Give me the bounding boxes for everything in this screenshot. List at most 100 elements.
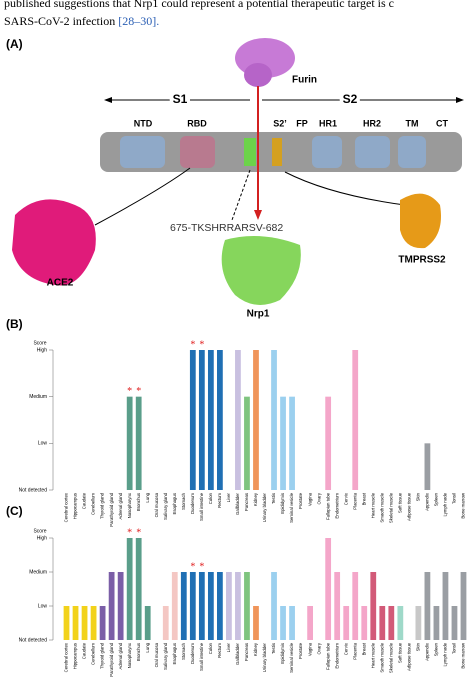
body-text: SARS-CoV-2 infection xyxy=(4,14,115,28)
bar xyxy=(271,350,277,490)
bar xyxy=(397,606,404,640)
domain-label: CT xyxy=(436,118,448,128)
charts: (B) Score Not detected Low Medium High Cerebra… xyxy=(6,317,467,677)
bar xyxy=(207,350,214,490)
bar xyxy=(433,606,440,640)
bar xyxy=(135,396,142,490)
x-tick-label: Lung xyxy=(145,642,150,652)
x-tick-label: Oral mucosa xyxy=(154,642,159,667)
tmprss2-structure xyxy=(400,193,441,249)
y-tick-label: Not detected xyxy=(19,637,48,643)
nrp1-structure xyxy=(221,236,301,305)
bar xyxy=(280,396,286,490)
bar xyxy=(334,572,341,640)
x-tick-label: Urinary bladder xyxy=(262,492,267,522)
x-tick-label: Pancreas xyxy=(244,643,249,661)
bar xyxy=(280,606,286,640)
tm xyxy=(398,136,426,168)
x-tick-label: Cerebellum xyxy=(91,493,96,515)
sequence: 675-TKSHRRARSV-682 xyxy=(170,222,283,234)
y-tick-label: Low xyxy=(38,603,48,609)
bar xyxy=(271,572,277,640)
bar xyxy=(370,572,377,640)
x-tick-label: Skin xyxy=(416,642,421,651)
x-tick-label: Cerebral cortex xyxy=(64,642,69,672)
x-tick-label: Adrenal gland xyxy=(118,492,123,519)
x-tick-label: Gallbladder xyxy=(235,642,240,665)
x-tick-label: Parathyroid gland xyxy=(109,492,114,526)
x-tick-label: Soft tissue xyxy=(397,642,402,663)
x-tick-label: Liver xyxy=(226,642,231,652)
domain-label: S1 xyxy=(173,92,188,106)
bar xyxy=(126,396,133,490)
x-tick-label: Bronchus xyxy=(136,493,141,511)
x-tick-label: Nasopharynx xyxy=(127,642,132,668)
bar xyxy=(289,396,295,490)
bar xyxy=(198,350,205,490)
x-tick-label: Breast xyxy=(361,642,366,655)
x-tick-label: Cerebral cortex xyxy=(64,492,69,522)
panel-label: (A) xyxy=(6,37,23,51)
x-tick-label: Tonsil xyxy=(452,493,457,504)
x-tick-label: Tonsil xyxy=(452,643,457,654)
domain-label: RBD xyxy=(187,118,207,128)
x-tick-label: Thyroid gland xyxy=(100,642,105,669)
ntd xyxy=(120,136,165,168)
x-tick-label: Appendix xyxy=(425,642,430,661)
x-tick-label: Vagina xyxy=(307,642,312,656)
x-tick-label: Bronchus xyxy=(136,643,141,661)
y-tick-label: Medium xyxy=(29,394,47,400)
bar xyxy=(72,606,79,640)
bar xyxy=(217,350,223,490)
y-axis-title: Score xyxy=(33,528,46,534)
x-tick-label: Endometrium xyxy=(334,493,339,519)
x-tick-label: Colon xyxy=(208,492,213,504)
bar xyxy=(343,606,350,640)
x-tick-label: Ovary xyxy=(316,642,321,654)
y-tick-label: Not detected xyxy=(19,487,48,493)
x-tick-label: Bone marrow xyxy=(461,642,466,668)
x-tick-label: Endometrium xyxy=(334,643,339,669)
bar xyxy=(460,572,467,640)
x-tick-label: Caudate xyxy=(82,642,87,659)
domain-label: S2’ xyxy=(273,118,287,128)
x-tick-label: Adrenal gland xyxy=(118,642,123,669)
bar xyxy=(361,606,368,640)
domain-label: S2 xyxy=(343,92,358,106)
x-tick-label: Placenta xyxy=(352,642,357,659)
x-tick-label: Salivary gland xyxy=(163,492,168,520)
bar xyxy=(117,572,124,640)
protein-label: Furin xyxy=(292,75,317,86)
x-tick-label: Heart muscle xyxy=(370,492,375,518)
x-tick-label: Prostate xyxy=(298,492,303,509)
x-tick-label: Esophagus xyxy=(172,493,177,515)
protein-label: Nrp1 xyxy=(247,309,270,320)
x-tick-label: Urinary bladder xyxy=(262,642,267,672)
bar xyxy=(352,350,359,490)
bar xyxy=(451,606,458,640)
rbd xyxy=(180,136,215,168)
bar xyxy=(189,350,196,490)
x-tick-label: Kidney xyxy=(253,492,258,506)
bar xyxy=(108,572,115,640)
x-tick-label: Lymph node xyxy=(443,492,448,516)
x-tick-label: Pancreas xyxy=(244,493,249,511)
domain-labels: NTD RBD S2’ FP HR1 HR2 TM CT xyxy=(134,118,449,128)
x-tick-label: Duodenum xyxy=(190,493,195,514)
x-tick-label: Adipose tissue xyxy=(406,492,411,521)
x-tick-label: Lymph node xyxy=(443,642,448,666)
bar xyxy=(180,572,187,640)
arrow-head xyxy=(254,210,262,220)
significance-star: * xyxy=(199,339,204,350)
x-tick-label: Cervix xyxy=(343,492,348,505)
x-tick-label: Cervix xyxy=(343,642,348,655)
x-tick-label: Hippocampus xyxy=(73,643,78,669)
bar xyxy=(325,396,332,490)
significance-star: * xyxy=(136,386,141,397)
x-tick-label: Nasopharynx xyxy=(127,492,132,518)
x-tick-label: Skeletal muscle xyxy=(388,642,393,673)
significance-star: * xyxy=(136,527,141,538)
domain-label: TM xyxy=(406,118,419,128)
bar xyxy=(126,538,133,640)
x-tick-label: Skin xyxy=(416,492,421,501)
